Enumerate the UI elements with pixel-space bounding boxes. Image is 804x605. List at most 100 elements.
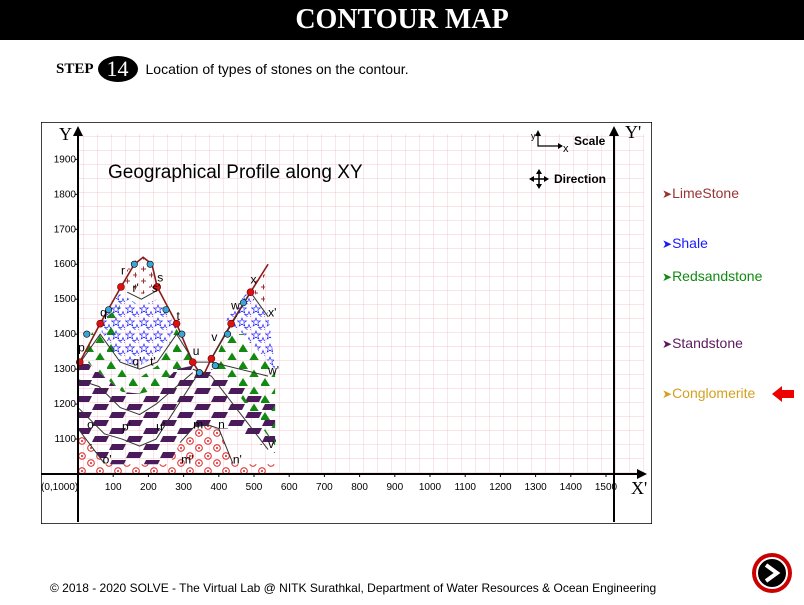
x-tick-label: 400	[210, 482, 227, 493]
point-label-v: v	[211, 330, 217, 344]
intersection-point-7	[227, 319, 235, 328]
intersection-point-3	[153, 283, 161, 291]
y-tick-label: 1900	[54, 154, 77, 165]
contour-point-0	[83, 330, 91, 338]
x-tick-label: 300	[175, 482, 192, 493]
point-label-o': o'	[103, 453, 112, 467]
contour-point-4	[162, 306, 170, 314]
layer-redsandstone	[79, 328, 276, 447]
point-label-t': t'	[150, 355, 156, 369]
contour-point-6	[195, 369, 203, 377]
step-word: STEP	[56, 60, 94, 77]
point-label-m: m	[193, 418, 203, 432]
contour-point-7	[211, 362, 219, 370]
point-labels: p q r s t uv wx x' w' v' r' s' q' t' p' u' o o' m n m' n'	[78, 264, 279, 467]
step-number: 14	[97, 56, 138, 82]
legend-bullet-icon: ➤	[662, 237, 673, 251]
layer-conglomerite-lens	[169, 425, 233, 465]
x-tick-label: 1200	[489, 482, 512, 493]
point-label-o: o	[87, 418, 94, 432]
point-label-w': w'	[267, 363, 279, 377]
scale-axis-y: y	[531, 131, 536, 141]
point-label-t: t	[177, 309, 181, 323]
point-label-q: q	[100, 306, 107, 320]
bed-boundary-7	[179, 424, 234, 464]
intersection-point-6	[207, 354, 216, 363]
current-layer-pointer-icon	[772, 386, 794, 402]
direction-icon	[529, 169, 549, 189]
y2-axis-label: Y'	[625, 122, 641, 142]
scale-indicator: y x Scale	[531, 130, 606, 155]
y-tick-label: 1500	[54, 294, 77, 305]
point-label-n: n	[218, 418, 225, 432]
direction-label: Direction	[554, 172, 606, 186]
bed-boundary-2	[77, 374, 199, 447]
next-button[interactable]	[752, 553, 792, 593]
next-arrow-icon[interactable]	[756, 557, 788, 589]
x-tick-label: 900	[386, 482, 403, 493]
step-indicator: STEP 14 Location of types of stones on t…	[56, 55, 409, 83]
x-tick-label: 1100	[454, 482, 476, 493]
x-tick-label: 500	[246, 482, 263, 493]
point-label-r': r'	[133, 281, 139, 295]
x-tick-label: 1400	[560, 482, 583, 493]
page-header: CONTOUR MAP	[0, 0, 804, 40]
legend-label: Redsandstone	[672, 268, 763, 284]
legend-label: Standstone	[672, 335, 743, 351]
y-axis-label: Y	[59, 124, 72, 144]
layer-conglomerite	[78, 428, 276, 474]
intersection-point-5	[188, 358, 197, 366]
intersection-point-8	[246, 288, 255, 297]
origin-label: (0,1000)	[41, 482, 78, 493]
point-label-x: x	[250, 272, 256, 286]
legend-item-limestone: ➤LimeStone	[662, 185, 739, 201]
point-label-x': x'	[268, 306, 276, 320]
legend-bullet-icon: ➤	[662, 337, 673, 351]
y-tick-label: 1600	[54, 259, 77, 270]
contour-point-2	[130, 260, 138, 268]
legend-item-shale: ➤Shale	[662, 235, 708, 251]
legend-item-conglomerite: ➤Conglomerite	[662, 385, 755, 401]
diagram-title: Geographical Profile along XY	[108, 162, 363, 183]
point-label-u': u'	[156, 419, 165, 433]
legend-label: LimeStone	[672, 185, 739, 201]
point-label-n': n'	[233, 453, 242, 467]
x-axis-arrow-icon	[637, 469, 647, 479]
x-tick-label: 200	[140, 482, 157, 493]
contour-point-1	[105, 306, 113, 314]
bed-boundary-1	[77, 372, 194, 416]
bed-boundary-8	[127, 290, 158, 300]
x-tick-label: 600	[281, 482, 298, 493]
page-title: CONTOUR MAP	[295, 4, 509, 35]
legend-label: Shale	[672, 235, 708, 251]
footer-credits: © 2018 - 2020 SOLVE - The Virtual Lab @ …	[50, 581, 657, 595]
x2-axis-label: X'	[631, 478, 647, 498]
legend-bullet-icon: ➤	[662, 187, 673, 201]
legend-item-standstone: ➤Standstone	[662, 335, 743, 351]
x-tick-label: 700	[316, 482, 333, 493]
contour-point-5	[178, 330, 186, 338]
legend-item-redsandstone: ➤Redsandstone	[662, 268, 762, 284]
x-tick-label: 1300	[524, 482, 547, 493]
contour-profile-diagram: Y Y' X' (0,1000) 1900 1800 1700 1600 1500 1400 13…	[41, 122, 652, 524]
contour-point-9	[239, 299, 247, 307]
x-tick-label: 800	[351, 482, 368, 493]
bed-boundary-3	[77, 428, 105, 464]
intersection-point-1	[96, 319, 104, 328]
direction-indicator: Direction	[529, 169, 606, 189]
step-instruction: Location of types of stones on the conto…	[145, 61, 409, 77]
point-label-s': s'	[152, 281, 160, 295]
point-label-m': m'	[181, 453, 193, 467]
scale-axis-x: x	[563, 143, 569, 155]
layer-limestone-2	[250, 271, 269, 317]
y-axis-arrow-icon	[73, 126, 83, 136]
point-label-r: r	[121, 264, 125, 278]
legend-bullet-icon: ➤	[662, 270, 673, 284]
point-label-u: u	[193, 344, 200, 358]
layer-standstone	[78, 355, 276, 465]
layer-shale	[100, 292, 177, 366]
y-tick-label: 1200	[54, 399, 77, 410]
x-tick-label: 100	[105, 482, 122, 493]
x-tick-label: 1000	[419, 482, 442, 493]
y-tick-label: 1700	[54, 224, 77, 235]
